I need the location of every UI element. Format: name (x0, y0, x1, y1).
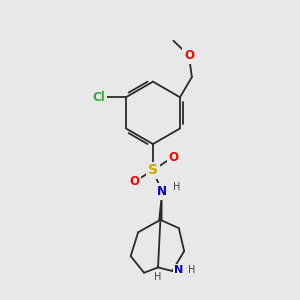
Text: S: S (148, 163, 158, 177)
Text: O: O (184, 49, 194, 62)
Text: H: H (173, 182, 180, 192)
Polygon shape (158, 192, 163, 220)
Text: N: N (157, 185, 167, 198)
Text: Cl: Cl (92, 91, 105, 104)
Text: N: N (174, 266, 184, 275)
Text: H: H (188, 266, 195, 275)
Text: H: H (154, 272, 161, 282)
Text: O: O (168, 151, 178, 164)
Text: O: O (130, 175, 140, 188)
